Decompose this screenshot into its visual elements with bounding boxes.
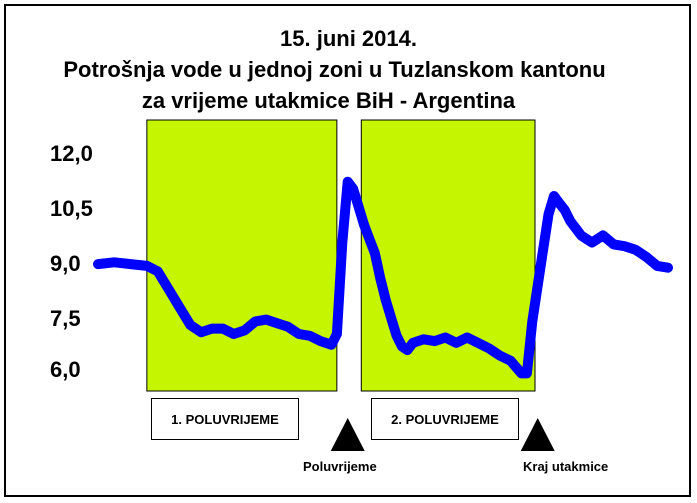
match-end-label: Kraj utakmice bbox=[523, 459, 609, 474]
y-tick-label: 10,5 bbox=[50, 196, 93, 221]
shaded-period-2 bbox=[360, 119, 536, 392]
series-line-1 bbox=[93, 176, 673, 379]
y-tick-label: 9,0 bbox=[50, 251, 81, 276]
y-tick-label: 6,0 bbox=[50, 357, 81, 382]
chart-frame bbox=[4, 4, 691, 497]
marker-triangle-2 bbox=[520, 418, 555, 451]
y-tick-label: 12,0 bbox=[50, 141, 93, 166]
second-half-label: 2. POLUVRIJEME bbox=[371, 398, 519, 440]
chart-title-line-3: za vrijeme utakmice BiH - Argentina bbox=[141, 88, 516, 113]
chart-title-line-2: Potrošnja vode u jednoj zoni u Tuzlansko… bbox=[63, 57, 606, 82]
halftime-label: Poluvrijeme bbox=[303, 459, 377, 474]
y-tick-label: 7,5 bbox=[50, 306, 81, 331]
first-half-label: 1. POLUVRIJEME bbox=[151, 398, 299, 440]
shaded-period-1 bbox=[146, 119, 338, 392]
marker-triangle-1 bbox=[330, 418, 365, 451]
chart-title-line-1: 15. juni 2014. bbox=[280, 26, 417, 51]
